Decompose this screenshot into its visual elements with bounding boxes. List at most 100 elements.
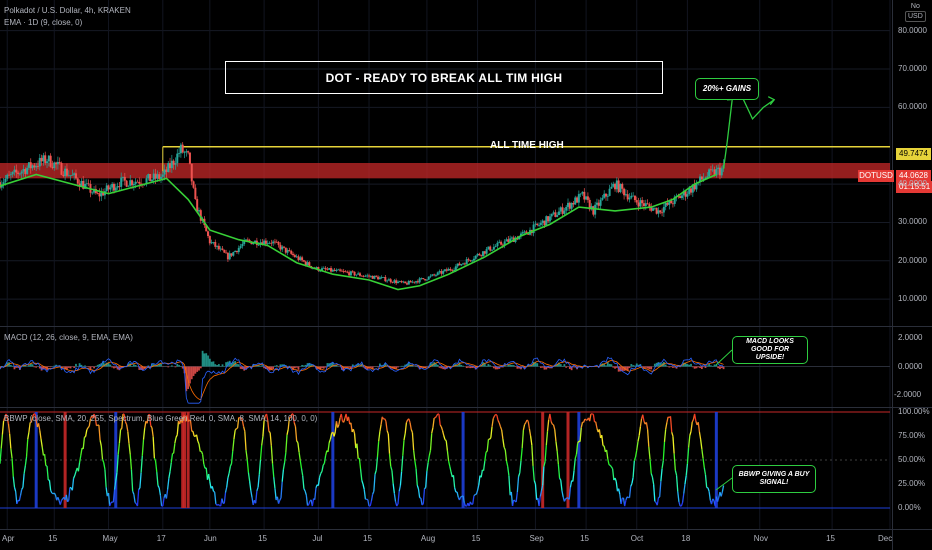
- bbwp-line-segment: [507, 466, 510, 476]
- bbwp-line-segment: [60, 498, 64, 501]
- bbwp-callout: BBWP GIVING A BUY SIGNAL!: [732, 465, 816, 493]
- bbwp-line-segment: [53, 492, 57, 496]
- bbwp-line-segment: [8, 433, 12, 449]
- macd-histogram-bar: [529, 365, 531, 367]
- bbwp-line-segment: [3, 417, 6, 421]
- candle-body: [96, 193, 99, 194]
- macd-histogram-bar: [344, 366, 347, 368]
- candle-body: [576, 197, 579, 203]
- bbwp-line-segment: [690, 422, 693, 432]
- candle-body: [505, 239, 508, 242]
- macd-histogram-bar: [516, 366, 519, 369]
- macd-histogram-bar: [326, 363, 329, 367]
- bbwp-line-segment: [292, 413, 295, 423]
- candle-body: [194, 187, 197, 200]
- macd-histogram-bar: [612, 366, 615, 368]
- bbwp-line-segment: [476, 484, 480, 491]
- bbwp-line-segment: [7, 423, 11, 434]
- bbwp-line-segment: [493, 413, 497, 417]
- macd-histogram-bar: [272, 366, 275, 369]
- macd-histogram-bar: [603, 363, 606, 367]
- macd-histogram-bar: [353, 365, 356, 367]
- candle-body: [715, 169, 718, 176]
- bbwp-line-segment: [300, 468, 304, 476]
- bbwp-line-segment: [293, 422, 297, 427]
- bbwp-line-segment: [674, 470, 678, 476]
- bbwp-line-segment: [574, 454, 578, 459]
- symbol-header[interactable]: Polkadot / U.S. Dollar, 4h, KRAKEN: [4, 6, 131, 15]
- bbwp-line-segment: [93, 413, 96, 419]
- bbwp-line-segment: [358, 458, 362, 470]
- bbwp-line-segment: [228, 466, 231, 474]
- currency-top: No: [910, 3, 920, 10]
- macd-histogram-bar: [708, 364, 711, 367]
- candle-body: [487, 246, 490, 250]
- candle-body: [709, 169, 712, 171]
- bbwp-line-segment: [700, 439, 703, 450]
- ema-legend[interactable]: EMA · 1D (9, close, 0): [4, 18, 83, 27]
- macd-histogram-bar: [545, 366, 548, 370]
- bbwp-line-segment: [432, 417, 435, 428]
- bbwp-line-segment: [115, 472, 118, 481]
- bbwp-line-segment: [372, 491, 375, 495]
- bbwp-line-segment: [303, 488, 306, 492]
- macd-histogram-bar: [78, 363, 81, 367]
- candle-body: [597, 202, 600, 206]
- bbwp-line-segment: [602, 444, 605, 447]
- bbwp-line-segment: [277, 500, 281, 504]
- bbwp-line-segment: [15, 491, 18, 504]
- macd-histogram-bar: [156, 364, 159, 367]
- bbwp-line-segment: [552, 424, 556, 430]
- candle-body: [286, 250, 289, 253]
- macd-histogram-bar: [342, 366, 345, 371]
- macd-histogram-bar: [659, 363, 662, 367]
- macd-histogram-bar: [563, 364, 566, 367]
- bbwp-line-segment: [236, 427, 238, 430]
- bbwp-line-segment: [386, 430, 389, 435]
- bbwp-line-segment: [22, 473, 25, 488]
- y-tick-label: 30.0000: [898, 217, 927, 227]
- currency-selector[interactable]: No USD: [905, 2, 926, 22]
- candle-body: [510, 237, 513, 239]
- candle-body: [315, 267, 318, 269]
- candle-body: [525, 231, 528, 234]
- candle-body: [492, 246, 495, 250]
- macd-histogram-bar: [221, 364, 224, 367]
- bbwp-line-segment: [282, 462, 286, 470]
- macd-histogram-bar: [530, 364, 533, 367]
- macd-histogram-bar: [559, 364, 562, 367]
- bbwp-line-segment: [43, 454, 47, 466]
- macd-legend[interactable]: MACD (12, 26, close, 9, EMA, EMA): [4, 333, 133, 342]
- macd-histogram-bar: [684, 363, 687, 367]
- candle-body: [351, 271, 354, 273]
- bbwp-legend[interactable]: BBWP (close, SMA, 20, 255, Spectrum, Blu…: [4, 414, 318, 423]
- macd-histogram-bar: [35, 366, 38, 368]
- bbwp-line-segment: [687, 435, 691, 448]
- bbwp-line-segment: [262, 420, 265, 437]
- candle-body: [51, 166, 54, 169]
- macd-callout: MACD LOOKS GOOD FOR UPSIDE!: [732, 336, 808, 364]
- macd-histogram-bar: [152, 364, 155, 367]
- candle-body: [326, 269, 329, 271]
- macd-histogram-bar: [340, 366, 343, 370]
- bbwp-line-segment: [162, 497, 165, 507]
- bbwp-line-segment: [168, 471, 171, 479]
- candle-body: [702, 178, 705, 180]
- macd-histogram-bar: [174, 366, 177, 368]
- bbwp-line-segment: [173, 443, 176, 454]
- bbwp-line-segment: [490, 426, 493, 438]
- candle-body: [241, 243, 244, 247]
- macd-histogram-bar: [82, 365, 85, 367]
- bbwp-line-segment: [484, 452, 487, 462]
- bbwp-extreme-bar: [566, 412, 570, 508]
- macd-histogram-bar: [13, 366, 16, 370]
- macd-histogram-bar: [634, 365, 636, 367]
- bbwp-line-segment: [469, 501, 473, 505]
- bbwp-extreme-bar: [461, 412, 465, 508]
- candle-body: [114, 187, 117, 191]
- resistance-zone: [0, 163, 890, 179]
- bbwp-extreme-bar: [331, 412, 335, 508]
- bbwp-extreme-bar: [186, 412, 190, 508]
- bbwp-line-segment: [462, 495, 465, 503]
